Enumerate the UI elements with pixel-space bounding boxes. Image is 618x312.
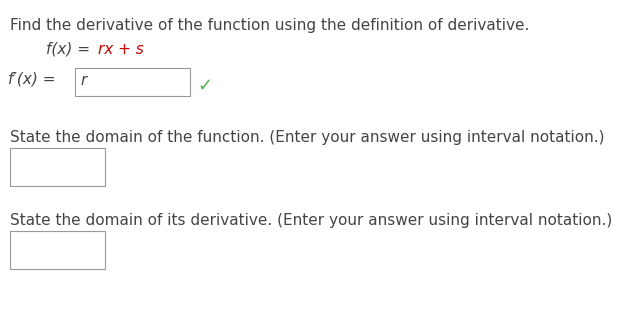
Text: State the domain of the function. (Enter your answer using interval notation.): State the domain of the function. (Enter… xyxy=(10,130,604,145)
Text: rx + s: rx + s xyxy=(98,42,144,57)
Text: f′(x) =: f′(x) = xyxy=(8,72,61,87)
FancyBboxPatch shape xyxy=(10,231,105,269)
Text: Find the derivative of the function using the definition of derivative.: Find the derivative of the function usin… xyxy=(10,18,530,33)
FancyBboxPatch shape xyxy=(75,68,190,96)
FancyBboxPatch shape xyxy=(10,148,105,186)
Text: ✓: ✓ xyxy=(197,77,212,95)
Text: State the domain of its derivative. (Enter your answer using interval notation.): State the domain of its derivative. (Ent… xyxy=(10,213,612,228)
Text: f(x) =: f(x) = xyxy=(46,42,95,57)
Text: r: r xyxy=(80,73,87,88)
